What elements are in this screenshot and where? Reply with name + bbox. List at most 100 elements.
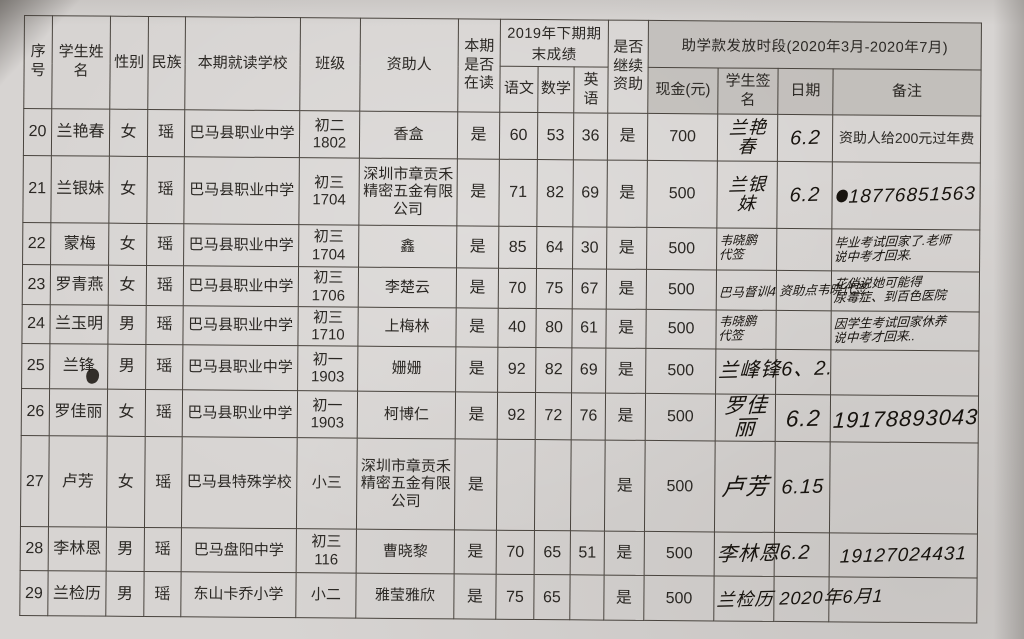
cell-ethnicity: 瑶 (147, 109, 185, 157)
cell-gender: 女 (109, 109, 148, 157)
cell-no: 24 (21, 304, 51, 344)
cell-enrolled: 是 (453, 573, 497, 620)
aid-table: 序号 学生姓名 性别 民族 本期就读学校 班级 资助人 本期是否在读 2019年… (19, 15, 982, 624)
cell-no: 20 (23, 108, 52, 156)
cell-score-english: 51 (570, 530, 605, 576)
cell-score-english: 69 (572, 159, 608, 228)
cell-score-chinese: 70 (496, 530, 535, 575)
cell-enrolled: 是 (454, 438, 498, 531)
cell-date (775, 310, 832, 350)
cell-class: 初三 1704 (298, 224, 359, 268)
cell-sponsor: 鑫 (358, 225, 457, 268)
cell-signature: 李林恩6.2 (714, 532, 811, 577)
cell-class: 初二 1802 (299, 110, 360, 159)
handwritten-signature: 李林恩6.2 (716, 541, 812, 567)
table-row: 22 蒙梅 女 瑶 巴马县职业中学 初三 1704 鑫 是 85 64 30 是… (22, 222, 980, 273)
header-student-name: 学生姓名 (51, 15, 111, 110)
cell-score-math: 65 (534, 530, 571, 575)
cell-signature: 韦晓鹏 代签 (715, 309, 777, 350)
cell-cash: 500 (645, 393, 716, 442)
header-enrolled: 本期是否在读 (457, 18, 501, 113)
cell-school: 巴马县职业中学 (182, 305, 299, 346)
cell-sponsor: 上梅林 (357, 307, 457, 347)
cell-ethnicity: 瑶 (143, 571, 182, 617)
header-ethnicity: 民族 (147, 16, 186, 110)
cell-gender: 男 (106, 527, 145, 572)
cell-continue: 是 (605, 348, 646, 394)
cell-ethnicity: 瑶 (145, 389, 183, 437)
cell-sponsor: 姗姗 (357, 346, 456, 392)
header-score-chinese: 语文 (499, 66, 539, 113)
cell-school: 东山卡乔小学 (180, 571, 297, 618)
cell-cash: 500 (645, 348, 716, 394)
cell-no: 29 (19, 570, 49, 616)
cell-gender: 女 (107, 389, 146, 437)
handwritten-signature: 兰峰锋6、2. (717, 357, 834, 383)
handwritten-remark: 毕业考试回家了.老师 说中考才回来. (833, 233, 951, 266)
cell-student-name: 李林恩 (48, 526, 107, 572)
cell-continue: 是 (603, 575, 645, 621)
cell-gender: 男 (107, 344, 146, 390)
table-row: 27 卢芳 女 瑶 巴马县特殊学校 小三 深圳市章贡禾精密五金有限公司 是 是 … (20, 435, 979, 535)
cell-continue: 是 (606, 269, 647, 310)
cell-score-chinese: 75 (495, 574, 535, 620)
table-row: 25 兰锋 男 瑶 巴马县职业中学 初一 1903 姗姗 是 92 82 69 … (21, 343, 979, 397)
cell-school: 巴马县职业中学 (183, 223, 299, 267)
cell-ethnicity: 瑶 (146, 223, 184, 266)
cell-score-english: 76 (571, 392, 606, 441)
cell-signature: 罗佳丽 (715, 393, 776, 442)
cell-enrolled: 是 (456, 267, 499, 309)
cell-sponsor: 深圳市章贡禾精密五金有限公司 (358, 158, 458, 226)
cell-date: 6.15 (774, 441, 831, 533)
cell-score-math: 72 (535, 392, 572, 440)
cell-no: 28 (20, 526, 49, 571)
cell-signature: 巴马督训4 资助点韦晓代签 (716, 269, 867, 311)
handwritten-phone: 19178893043 (832, 403, 979, 433)
cell-ethnicity: 瑶 (145, 344, 183, 390)
cell-enrolled: 是 (456, 158, 500, 227)
cell-score-english (570, 439, 606, 532)
cell-student-name: 卢芳 (48, 435, 108, 528)
cell-score-chinese: 71 (498, 159, 538, 227)
cell-cash: 500 (644, 440, 716, 533)
handwritten-signature: 罗佳丽 (723, 394, 769, 441)
cell-cash: 700 (647, 113, 718, 161)
header-gender: 性别 (109, 16, 149, 110)
cell-remark: 资助人给200元过年费 (832, 114, 981, 164)
cell-school: 巴马县职业中学 (182, 389, 298, 438)
handwritten-signature: 卢芳 (720, 472, 770, 500)
cell-gender: 女 (108, 223, 147, 266)
cell-no: 21 (22, 155, 52, 223)
cell-sponsor: 香盒 (359, 111, 458, 159)
cell-remark (829, 441, 979, 535)
cell-score-english: 67 (572, 268, 607, 310)
cell-score-math: 82 (536, 159, 574, 227)
cell-score-chinese: 92 (497, 347, 536, 393)
cell-student-name: 兰银妹 (50, 155, 110, 224)
cell-score-english: 69 (571, 347, 606, 394)
cell-score-math (534, 439, 572, 531)
cell-signature: 卢芳 (714, 441, 776, 533)
header-sponsor: 资助人 (359, 18, 459, 112)
cell-continue: 是 (604, 531, 645, 576)
cell-school: 巴马县职业中学 (182, 344, 298, 391)
cell-remark: 19127024431 (829, 532, 978, 579)
table-row: 26 罗佳丽 女 瑶 巴马县职业中学 初一 1903 柯博仁 是 92 72 7… (21, 388, 979, 444)
cell-score-chinese (496, 439, 536, 531)
cell-signature: 兰银妹 (716, 160, 778, 229)
cell-gender: 男 (107, 305, 147, 345)
cell-score-chinese: 92 (497, 392, 536, 440)
cell-school: 巴马县职业中学 (184, 109, 300, 158)
cell-student-name: 罗青燕 (50, 264, 109, 306)
cell-continue: 是 (606, 227, 647, 270)
cell-student-name: 兰玉明 (49, 304, 109, 345)
header-no: 序号 (23, 15, 53, 109)
cell-date (776, 228, 832, 271)
cell-remark: 因学生考试回家休养 说中考才回来.. (830, 310, 980, 352)
cell-signature: 兰检历 2020年6月1 (713, 576, 884, 622)
handwritten-phone: 18776851563 (848, 183, 977, 208)
cell-no: 26 (21, 388, 50, 436)
header-scores-group: 2019年下期期末成绩 (500, 19, 609, 68)
header-score-english: 英语 (573, 66, 609, 114)
